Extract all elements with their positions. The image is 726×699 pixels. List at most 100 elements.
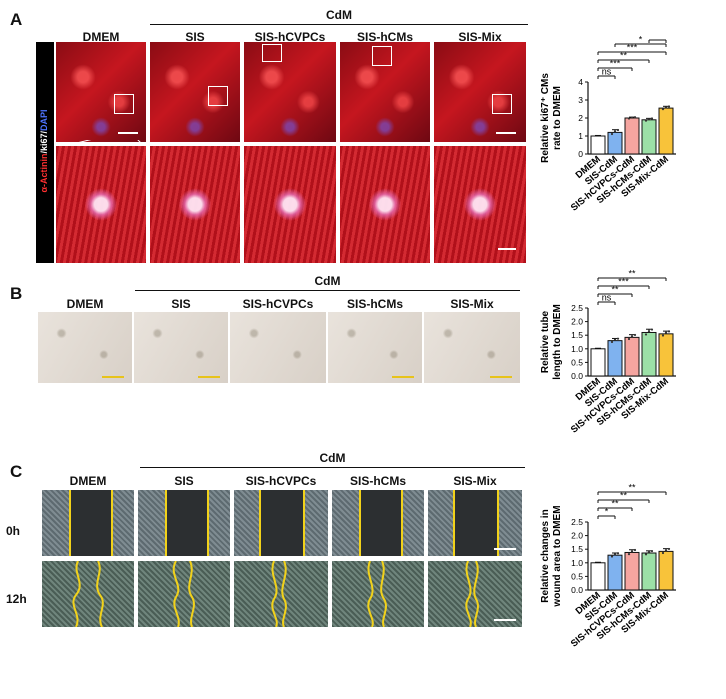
y-tick-label: 2.5	[571, 303, 583, 313]
panel-b-cdm-label: CdM	[314, 274, 341, 288]
panel-b-col-sis: SIS	[171, 297, 191, 311]
panel-a-img-sis-mix-zoom	[434, 146, 526, 263]
panel-b-cdm-bracket	[135, 290, 520, 291]
y-axis-label-line1: Relative ki67⁺ CMs	[540, 73, 551, 163]
significance-label: **	[620, 491, 628, 501]
data-point	[650, 117, 654, 120]
bar-sis-cdm	[607, 554, 623, 591]
data-point	[647, 330, 651, 333]
panel-b-img-sis-hcvpcs	[230, 312, 326, 383]
panel-a-img-sis-overview	[150, 42, 240, 142]
bar-sis-hcms-cdm	[641, 552, 657, 591]
zoom-box	[262, 44, 282, 62]
panel-b-img-sis-hcms	[328, 312, 422, 383]
significance-label: **	[611, 285, 619, 295]
panel-b-img-dmem	[38, 312, 132, 383]
data-point	[627, 337, 631, 341]
bar-dmem	[590, 135, 606, 155]
data-point	[664, 331, 668, 334]
y-axis-label-line1: Relative tube	[540, 310, 551, 373]
data-point	[610, 132, 614, 136]
panel-c-col-dmem: DMEM	[69, 474, 107, 488]
panel-c-cdm-bracket	[140, 467, 525, 468]
y-tick-label: 2.5	[571, 517, 583, 527]
scale-bar	[494, 548, 516, 550]
panel-c-img-sis-12h	[138, 561, 230, 627]
significance-label: *	[639, 36, 643, 45]
panel-a-img-sis-zoom	[150, 146, 240, 263]
panel-a-col-dmem: DMEM	[82, 30, 120, 44]
data-point	[633, 333, 637, 337]
y-axis-label-line2: rate to DMEM	[552, 86, 563, 150]
panel-b-col-sis-hcms: SIS-hCMs	[346, 297, 403, 311]
data-point	[616, 128, 620, 132]
data-point	[661, 108, 665, 111]
scale-bar	[118, 132, 138, 134]
significance-label: *	[605, 507, 609, 517]
panel-a-cdm-label: CdM	[326, 8, 352, 22]
scale-bar	[498, 248, 516, 250]
data-point	[627, 117, 631, 120]
data-point	[613, 338, 617, 341]
bar-sis-hcvpcs-cdm	[624, 117, 640, 155]
y-tick-label: 4	[578, 77, 583, 87]
data-point	[667, 330, 671, 333]
bar-sis-cdm	[607, 131, 623, 155]
y-tick-label: 0.5	[571, 357, 583, 367]
y-tick-label: 0.0	[571, 371, 583, 381]
bar-sis-hcvpcs-cdm	[624, 551, 640, 591]
panel-c-row-0h: 0h	[6, 524, 21, 538]
panel-b-col-sis-mix: SIS-Mix	[450, 297, 494, 311]
data-point	[630, 550, 634, 553]
scale-bar	[496, 132, 516, 134]
panel-a-label: A	[10, 10, 23, 29]
y-tick-label: 0	[578, 149, 583, 159]
significance-label: **	[611, 499, 619, 509]
panel-a-col-sis-mix: SIS-Mix	[458, 30, 502, 44]
data-point	[644, 119, 648, 122]
y-tick-label: 1.5	[571, 330, 583, 340]
bar-sis-mix-cdm	[658, 333, 674, 377]
panel-a-zoom-connectors	[56, 140, 147, 149]
y-tick-label: 1.0	[571, 344, 583, 354]
y-tick-label: 2	[578, 113, 583, 123]
stain-legend-text: α-Actinin/ki67/DAPI	[39, 109, 49, 193]
panel-a-col-sis-hcvpcs: SIS-hCVPCs	[254, 30, 326, 44]
panel-b-label: B	[10, 284, 23, 303]
data-point	[633, 116, 637, 119]
y-tick-label: 1.0	[571, 558, 583, 568]
data-point	[633, 548, 637, 552]
data-point	[610, 555, 614, 558]
panel-c-col-sis-mix: SIS-Mix	[453, 474, 497, 488]
data-point	[627, 552, 631, 556]
y-tick-label: 2.0	[571, 317, 583, 327]
data-point	[661, 334, 665, 337]
significance-label: **	[620, 51, 628, 61]
significance-label: ***	[627, 43, 638, 53]
panel-c-img-dmem-0h	[42, 490, 134, 556]
bar-sis-mix-cdm	[658, 107, 674, 155]
panel-b-bar-chart: Relative tube length to DMEM 0.0 0.5 1.0 1.5 2…	[540, 269, 676, 436]
data-point	[613, 553, 617, 556]
panel-c-img-sis-mix-0h	[428, 490, 522, 556]
data-point	[664, 549, 668, 552]
significance-label: **	[628, 269, 636, 279]
panel-c-img-sis-hcms-0h	[332, 490, 424, 556]
bar-sis-hcms-cdm	[641, 119, 657, 155]
panel-c-img-sis-hcvpcs-0h	[234, 490, 328, 556]
zoom-box	[492, 94, 512, 114]
panel-b-col-sis-hcvpcs: SIS-hCVPCs	[242, 297, 314, 311]
significance-label: ns	[602, 67, 612, 77]
scale-bar	[490, 376, 512, 378]
panel-c-row-12h: 12h	[6, 592, 27, 606]
significance-label: ***	[618, 277, 629, 287]
bar-sis-hcvpcs-cdm	[624, 336, 640, 377]
scale-bar	[198, 376, 220, 378]
scale-bar	[392, 376, 414, 378]
panel-b-img-sis-mix	[424, 312, 520, 383]
panel-c-label: C	[10, 462, 23, 481]
y-tick-label: 2.0	[571, 531, 583, 541]
stain-legend-bar: α-Actinin/ki67/DAPI	[36, 42, 54, 263]
bar-sis-cdm	[607, 340, 623, 377]
data-point	[616, 337, 620, 340]
